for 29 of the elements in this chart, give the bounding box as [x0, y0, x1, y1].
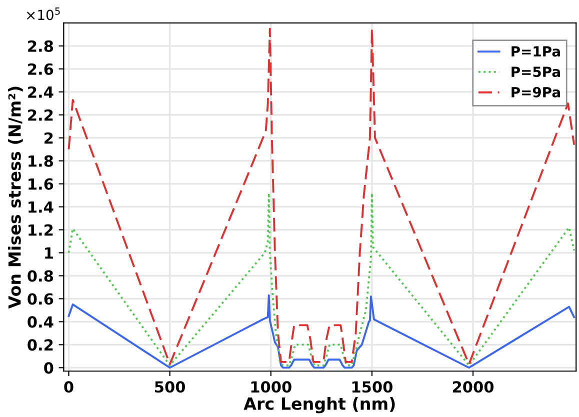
y-axis-title: Von Mises stress (N/m²)	[8, 86, 23, 309]
y-tick-label: 0.4	[28, 316, 54, 328]
line-series	[68, 294, 576, 369]
legend-label: P=1Pa	[512, 46, 560, 57]
y-tick-label: 2	[44, 132, 53, 144]
y-tick-label: 1	[45, 247, 53, 259]
y-tick-label: 2.2	[28, 109, 53, 121]
y-tick-label: 0.8	[28, 270, 54, 282]
x-tick-label: 500	[155, 381, 186, 393]
line-series	[68, 28, 576, 366]
legend-label: P=9Pa	[512, 86, 560, 98]
x-tick-label: 1500	[352, 381, 392, 393]
y-tick-label: 1.6	[28, 178, 54, 190]
y-tick-label: 0.2	[28, 339, 53, 351]
y-tick-label: 2.8	[28, 40, 54, 52]
x-tick-label: 1000	[251, 381, 292, 393]
y-tick-label: 1.4	[28, 201, 54, 213]
x-axis-title: Arc Lenght (nm)	[244, 397, 395, 414]
line-series	[68, 192, 576, 366]
text: ×10$^{5}$	[26, 8, 60, 20]
y-tick-label: 2.6	[28, 63, 54, 75]
y-tick-label: 0.6	[28, 293, 54, 305]
y-tick-label: 0	[44, 362, 54, 374]
y-tick-label: 1.8	[28, 155, 54, 167]
x-tick-label: 0	[64, 381, 74, 393]
x-tick-label: 2000	[452, 381, 494, 393]
y-tick-label: 1.2	[28, 224, 53, 236]
y-tick-label: 2.4	[28, 86, 54, 98]
legend-label: P=5Pa	[512, 66, 560, 78]
